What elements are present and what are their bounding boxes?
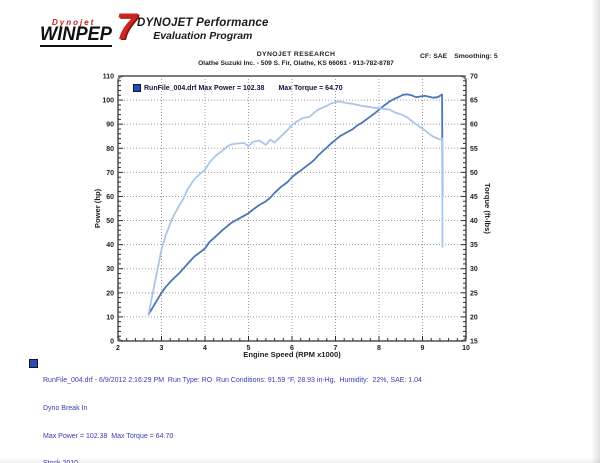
svg-text:25: 25 xyxy=(470,290,478,297)
svg-text:70: 70 xyxy=(470,74,478,81)
svg-text:30: 30 xyxy=(470,266,478,273)
svg-text:90: 90 xyxy=(106,122,114,129)
legend-max-torque: Max Torque = 64.70 xyxy=(278,84,343,92)
svg-text:9: 9 xyxy=(421,345,425,352)
run-info-line3: Max Power = 102.38 Max Torque = 64.70 xyxy=(43,432,174,440)
torque-curve xyxy=(147,100,444,316)
svg-text:3: 3 xyxy=(160,345,164,352)
shop-name: DYNOJET RESEARCH xyxy=(256,51,336,58)
chart-legend: RunFile_004.drf Max Power = 102.38 Max T… xyxy=(133,84,343,92)
program-title: DYNOJET Performance Evaluation Program xyxy=(137,17,269,42)
svg-text:0: 0 xyxy=(110,339,114,346)
correction-factor-block: CF: SAE Smoothing: 5 xyxy=(420,53,505,60)
winpep-logo: Dynojet WINPEP 7 xyxy=(28,8,158,54)
svg-text:35: 35 xyxy=(470,242,478,249)
svg-text:30: 30 xyxy=(106,266,114,273)
svg-text:40: 40 xyxy=(470,218,478,225)
winpep-wordmark: WINPEP xyxy=(40,24,112,47)
svg-text:65: 65 xyxy=(470,98,478,105)
y-right-axis-title: Torque (ft-lbs) xyxy=(483,183,492,234)
svg-text:55: 55 xyxy=(470,146,478,153)
svg-text:4: 4 xyxy=(203,345,207,352)
svg-text:60: 60 xyxy=(470,122,478,129)
program-title-line1: DYNOJET Performance xyxy=(137,17,269,29)
legend-max-power: Max Power = 102.38 xyxy=(198,84,265,92)
svg-text:80: 80 xyxy=(106,146,114,153)
program-title-line2: Evaluation Program xyxy=(153,30,253,42)
svg-text:45: 45 xyxy=(470,194,478,201)
shop-header: DYNOJET RESEARCH Olathe Suzuki Inc. - 50… xyxy=(118,51,474,67)
legend-run-file: RunFile_004.drf xyxy=(144,84,197,92)
run-info-line4: Stock 2010 xyxy=(43,459,422,463)
run-info-line2: Dyno Break In xyxy=(43,405,88,413)
svg-text:10: 10 xyxy=(462,345,470,352)
scan-edge-shading-right xyxy=(591,0,600,463)
svg-text:2: 2 xyxy=(116,345,120,352)
svg-text:110: 110 xyxy=(103,74,114,81)
svg-text:50: 50 xyxy=(106,218,114,225)
svg-text:40: 40 xyxy=(106,242,114,249)
svg-text:5: 5 xyxy=(247,345,251,352)
svg-text:20: 20 xyxy=(106,290,114,297)
svg-text:20: 20 xyxy=(470,314,478,321)
run-info-line1: RunFile_004.drf - 6/9/2012 2:16:29 PM Ru… xyxy=(43,377,422,385)
winpep-version-numeral: 7 xyxy=(116,6,137,47)
svg-text:15: 15 xyxy=(470,339,478,346)
shop-address: Olathe Suzuki Inc. - 509 S. Fir, Olathe,… xyxy=(198,59,394,67)
svg-text:6: 6 xyxy=(290,345,294,352)
run-swatch-icon xyxy=(29,359,38,368)
x-axis-title: Engine Speed (RPM x1000) xyxy=(243,350,341,359)
run-info-block: RunFile_004.drf - 6/9/2012 2:16:29 PM Ru… xyxy=(29,358,422,463)
svg-text:100: 100 xyxy=(102,98,114,105)
svg-text:50: 50 xyxy=(470,170,478,177)
svg-text:7: 7 xyxy=(334,345,338,352)
dynojet-wordmark: Dynojet xyxy=(52,18,96,27)
correction-factor-label: CF: SAE xyxy=(420,53,448,60)
power-curve xyxy=(147,93,444,316)
svg-text:70: 70 xyxy=(106,170,114,177)
scan-edge-shading-bottom xyxy=(0,458,600,463)
svg-text:60: 60 xyxy=(106,194,114,201)
svg-text:8: 8 xyxy=(377,345,381,352)
legend-swatch-icon xyxy=(133,84,141,92)
smoothing-label: Smoothing: 5 xyxy=(454,53,498,60)
svg-text:10: 10 xyxy=(106,314,114,321)
y-left-axis-title: Power (hp) xyxy=(93,188,102,228)
